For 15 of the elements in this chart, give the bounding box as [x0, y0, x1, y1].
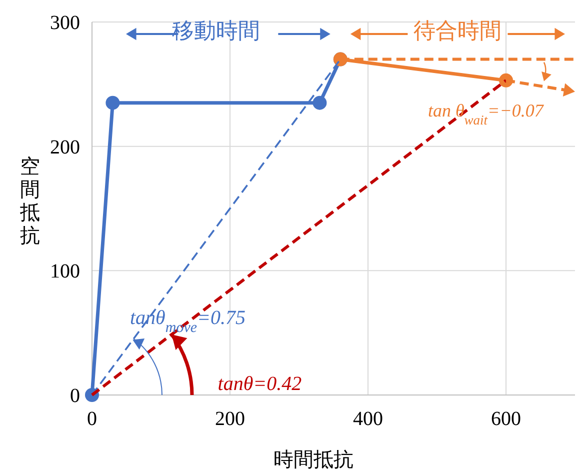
- point: [312, 96, 327, 110]
- y-axis-title: 空間抵抗: [19, 156, 40, 247]
- x-tick-label: 400: [353, 408, 383, 430]
- y-tick-label: 200: [50, 136, 80, 158]
- x-axis-title: 時間抵抗: [274, 449, 354, 471]
- x-tick-label: 0: [87, 408, 97, 430]
- annotation: 待合時間: [414, 18, 502, 44]
- y-tick-label: 300: [50, 12, 80, 34]
- point: [106, 96, 120, 110]
- x-tick-label: 600: [491, 408, 521, 430]
- y-tick-label: 100: [50, 260, 80, 283]
- x-tick-label: 200: [215, 408, 245, 430]
- annotation: tanθ=0.42: [218, 372, 302, 395]
- y-tick-label: 0: [70, 385, 80, 407]
- annotation: 移動時間: [172, 18, 260, 44]
